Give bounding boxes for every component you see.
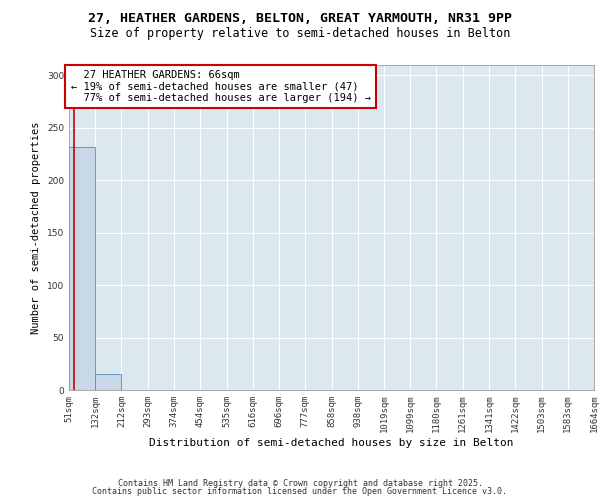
Text: Size of property relative to semi-detached houses in Belton: Size of property relative to semi-detach… <box>90 28 510 40</box>
Text: Contains public sector information licensed under the Open Government Licence v3: Contains public sector information licen… <box>92 487 508 496</box>
Bar <box>69 147 95 390</box>
Text: Contains HM Land Registry data © Crown copyright and database right 2025.: Contains HM Land Registry data © Crown c… <box>118 478 482 488</box>
Text: 27, HEATHER GARDENS, BELTON, GREAT YARMOUTH, NR31 9PP: 27, HEATHER GARDENS, BELTON, GREAT YARMO… <box>88 12 512 26</box>
Y-axis label: Number of semi-detached properties: Number of semi-detached properties <box>31 121 41 334</box>
X-axis label: Distribution of semi-detached houses by size in Belton: Distribution of semi-detached houses by … <box>149 438 514 448</box>
Bar <box>95 374 121 390</box>
Text: 27 HEATHER GARDENS: 66sqm
← 19% of semi-detached houses are smaller (47)
  77% o: 27 HEATHER GARDENS: 66sqm ← 19% of semi-… <box>71 70 371 103</box>
